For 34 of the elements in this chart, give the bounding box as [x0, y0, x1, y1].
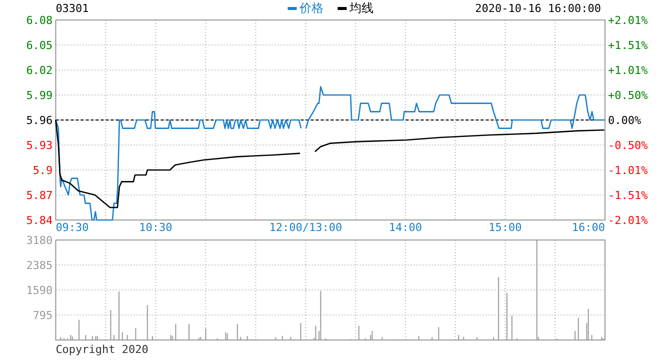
y-tick-label: 5.9	[32, 164, 53, 177]
y-tick-label: 3180	[26, 234, 53, 247]
y-tick-label: 5.93	[26, 139, 53, 152]
text: -1.01%	[608, 164, 648, 177]
y-tick-label: 5.87	[26, 189, 53, 202]
text: +0.50%	[608, 89, 648, 102]
y-tick-label: 5.99	[26, 89, 53, 102]
y-tick-label: 2385	[26, 259, 53, 272]
y-tick-label: 6.05	[26, 39, 53, 52]
y-tick-label: 5.84	[26, 214, 54, 227]
text: 0.00%	[608, 114, 642, 127]
x-tick-label: 12:00/13:00	[269, 221, 342, 234]
x-tick-label: 10:30	[139, 221, 172, 234]
x-tick-label: 15:00	[488, 221, 522, 234]
line-series	[55, 111, 302, 221]
x-tick-label: 09:30	[56, 221, 89, 234]
y-tick-label: 795	[32, 309, 53, 322]
text: Copyright 2020	[56, 343, 148, 356]
legend-label: 价格	[298, 1, 324, 15]
text: +2.01%	[608, 14, 648, 27]
chart-title: 03301	[56, 2, 89, 15]
y-tick-label: 6.02	[26, 64, 53, 77]
y-tick-label: 5.96	[26, 114, 53, 127]
text: -1.51%	[608, 189, 648, 202]
text: -0.50%	[608, 139, 648, 152]
y-tick-label: 6.08	[26, 14, 53, 27]
text: 2020-10-16 16:00:00	[475, 2, 601, 15]
text: +1.51%	[608, 39, 648, 52]
y-tick-label: 1590	[26, 284, 53, 297]
legend-label: 均线	[348, 1, 374, 15]
x-tick-label: 14:00	[388, 221, 422, 234]
text: -2.01%	[608, 214, 648, 227]
x-tick-label: 16:00	[572, 221, 605, 234]
text: +1.01%	[608, 64, 648, 77]
